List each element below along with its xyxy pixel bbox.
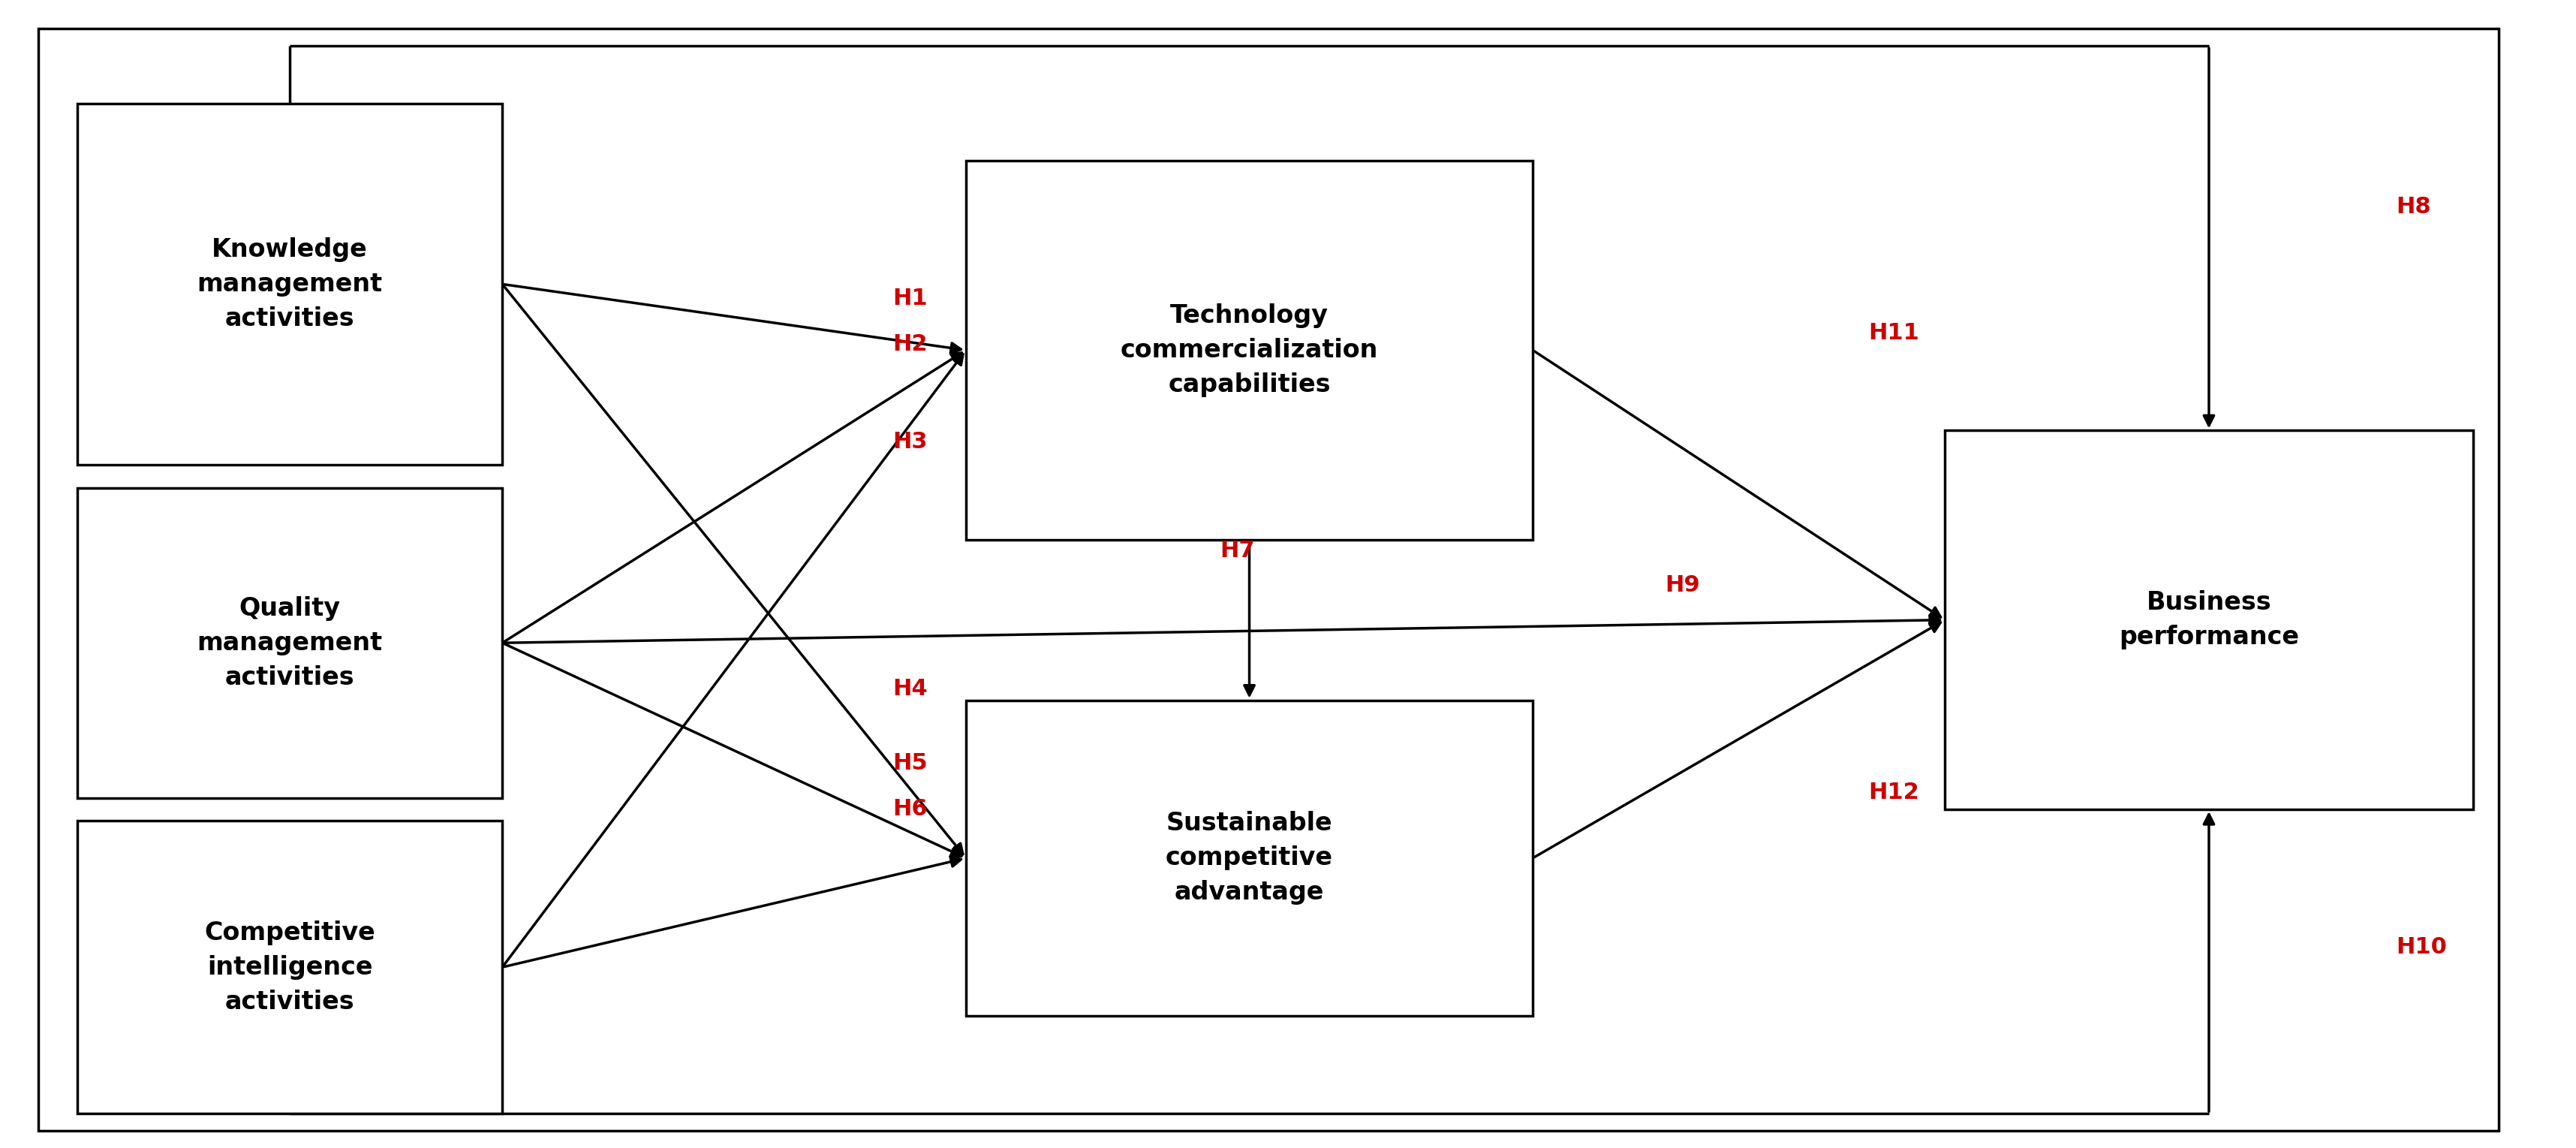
Text: H11: H11 [1868,323,1919,343]
Text: H12: H12 [1868,782,1919,802]
Text: H2: H2 [891,334,927,355]
Bar [77,488,502,798]
Text: Business
performance: Business performance [2120,590,2298,650]
Text: H6: H6 [891,799,927,820]
Text: H1: H1 [891,288,927,309]
Text: Sustainable
competitive
advantage: Sustainable competitive advantage [1167,812,1332,905]
Bar [77,821,502,1114]
Text: H8: H8 [2396,196,2432,217]
Text: Technology
commercialization
capabilities: Technology commercialization capabilitie… [1121,303,1378,397]
Bar [77,103,502,465]
Text: H5: H5 [891,753,927,774]
Text: H10: H10 [2396,937,2447,957]
Text: Quality
management
activities: Quality management activities [196,596,384,690]
Text: H9: H9 [1664,575,1700,596]
Bar [1945,430,2473,809]
Text: H4: H4 [891,678,927,699]
Text: Knowledge
management
activities: Knowledge management activities [196,238,384,331]
Bar [966,161,1533,540]
Text: H7: H7 [1218,541,1255,561]
Text: Competitive
intelligence
activities: Competitive intelligence activities [204,921,376,1014]
Bar [966,700,1533,1016]
Text: H3: H3 [891,432,927,452]
